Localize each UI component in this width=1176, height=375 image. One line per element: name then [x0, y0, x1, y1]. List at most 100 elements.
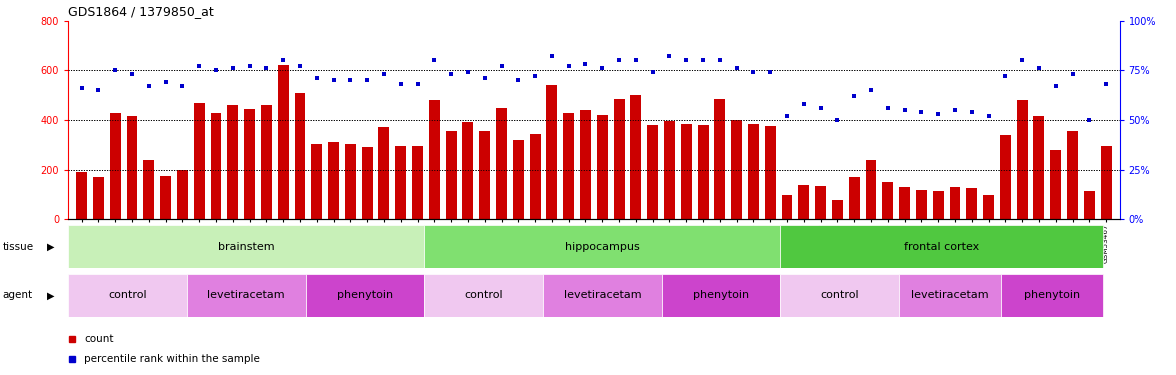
Bar: [900, 274, 1001, 317]
Point: [1029, 65, 1048, 71]
Point: [878, 105, 897, 111]
Point: [173, 83, 192, 89]
Bar: [227, 105, 239, 219]
Bar: [831, 200, 843, 219]
Point: [274, 57, 293, 63]
Bar: [425, 274, 543, 317]
Text: ▶: ▶: [47, 242, 54, 252]
Point: [89, 87, 108, 93]
Bar: [697, 125, 708, 219]
Bar: [815, 186, 826, 219]
Text: control: control: [108, 290, 147, 300]
Bar: [664, 121, 675, 219]
Point: [442, 71, 461, 77]
Point: [290, 63, 309, 69]
Point: [240, 63, 259, 69]
Text: levetiracetam: levetiracetam: [911, 290, 989, 300]
Text: percentile rank within the sample: percentile rank within the sample: [85, 354, 260, 364]
Text: levetiracetam: levetiracetam: [207, 290, 285, 300]
Point: [258, 65, 276, 71]
Bar: [1017, 100, 1028, 219]
Bar: [933, 191, 943, 219]
Point: [408, 81, 427, 87]
Bar: [328, 142, 339, 219]
Point: [341, 77, 360, 83]
Bar: [68, 225, 425, 268]
Point: [492, 63, 510, 69]
Bar: [1050, 150, 1061, 219]
Bar: [412, 146, 423, 219]
Text: ▶: ▶: [47, 290, 54, 300]
Text: phenytoin: phenytoin: [693, 290, 749, 300]
Point: [1080, 117, 1098, 123]
Bar: [714, 99, 726, 219]
Bar: [647, 125, 659, 219]
Bar: [949, 187, 961, 219]
Point: [358, 77, 376, 83]
Bar: [93, 177, 103, 219]
Bar: [916, 190, 927, 219]
Text: brainstem: brainstem: [218, 242, 274, 252]
Bar: [395, 146, 406, 219]
Bar: [781, 225, 1103, 268]
Bar: [480, 131, 490, 219]
Point: [1063, 71, 1082, 77]
Point: [374, 71, 393, 77]
Bar: [563, 112, 574, 219]
Bar: [379, 128, 389, 219]
Point: [996, 73, 1015, 79]
Bar: [160, 176, 171, 219]
Bar: [446, 131, 456, 219]
Bar: [580, 110, 592, 219]
Point: [660, 53, 679, 59]
Point: [1047, 83, 1065, 89]
Bar: [764, 126, 776, 219]
Bar: [143, 160, 154, 219]
Point: [844, 93, 863, 99]
Point: [962, 109, 981, 115]
Point: [576, 62, 595, 68]
Bar: [429, 100, 440, 219]
Text: tissue: tissue: [2, 242, 33, 252]
Bar: [68, 274, 187, 317]
Bar: [543, 274, 662, 317]
Point: [223, 65, 242, 71]
Point: [694, 57, 713, 63]
Bar: [630, 95, 641, 219]
Point: [392, 81, 410, 87]
Text: phenytoin: phenytoin: [336, 290, 393, 300]
Bar: [462, 123, 474, 219]
Point: [761, 69, 780, 75]
Bar: [681, 124, 691, 219]
Point: [795, 101, 814, 107]
Point: [475, 75, 494, 81]
Bar: [306, 274, 425, 317]
Text: control: control: [465, 290, 503, 300]
Text: frontal cortex: frontal cortex: [904, 242, 980, 252]
Text: hippocampus: hippocampus: [564, 242, 640, 252]
Bar: [176, 170, 188, 219]
Point: [560, 63, 579, 69]
Point: [122, 71, 141, 77]
Text: count: count: [85, 334, 114, 344]
Point: [627, 57, 646, 63]
Bar: [596, 115, 608, 219]
Bar: [547, 85, 557, 219]
Text: GDS1864 / 1379850_at: GDS1864 / 1379850_at: [68, 5, 214, 18]
Bar: [76, 172, 87, 219]
Bar: [748, 124, 759, 219]
Text: agent: agent: [2, 290, 33, 300]
Point: [542, 53, 561, 59]
Bar: [211, 112, 221, 219]
Bar: [731, 120, 742, 219]
Point: [862, 87, 881, 93]
Point: [895, 107, 914, 113]
Point: [710, 57, 729, 63]
Point: [911, 109, 930, 115]
Point: [593, 65, 612, 71]
Bar: [425, 225, 781, 268]
Point: [509, 77, 528, 83]
Point: [1013, 57, 1031, 63]
Point: [643, 69, 662, 75]
Bar: [983, 195, 994, 219]
